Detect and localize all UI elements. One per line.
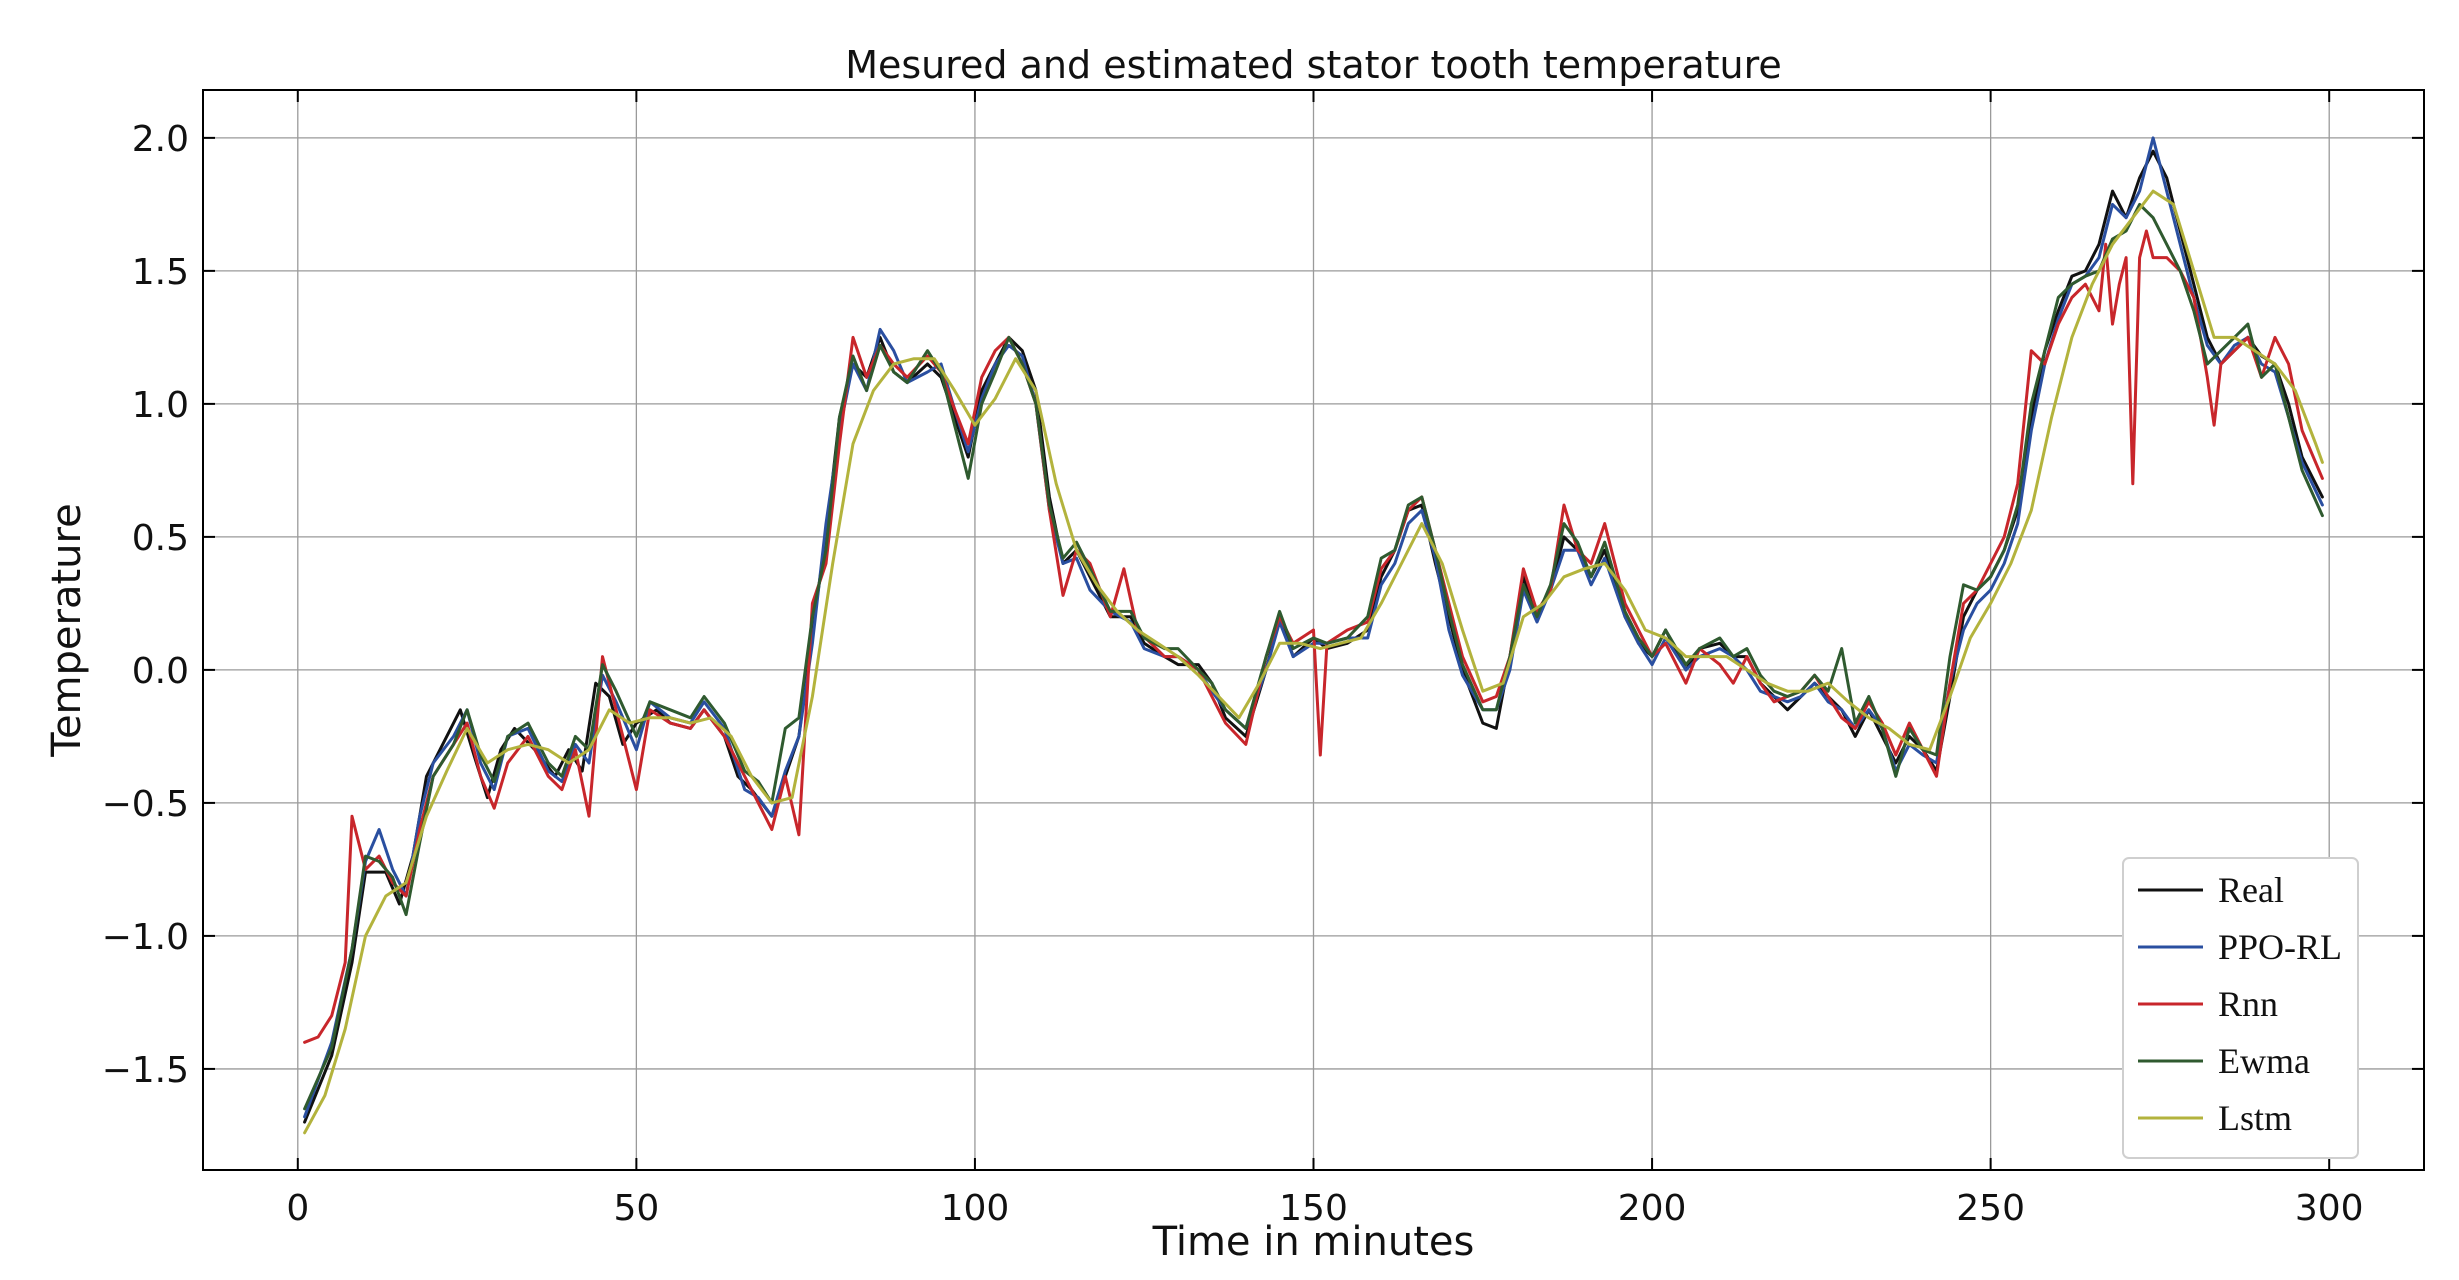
x-tick-label: 200 (1618, 1188, 1687, 1229)
legend-entry: Real (2218, 870, 2284, 910)
series-line-ewma (303, 202, 2324, 1111)
y-tick-label: 1.5 (132, 252, 189, 293)
series-lines (303, 136, 2324, 1135)
legend-entry: Ewma (2218, 1041, 2310, 1081)
ticks: 0 50 100 150 200 250 300 −1.5 −1.0 −0.5 0.0 0.5 1.0 1… (102, 90, 2424, 1229)
legend-entry: Lstm (2218, 1098, 2292, 1138)
x-axis-label: Time in minutes (1152, 1219, 1475, 1265)
x-tick-label: 250 (1956, 1188, 2025, 1229)
x-tick-label: 50 (613, 1188, 659, 1229)
legend-entry: Rnn (2218, 984, 2278, 1024)
x-tick-label: 150 (1279, 1188, 1348, 1229)
y-tick-label: −1.0 (102, 917, 189, 958)
y-tick-label: −0.5 (102, 784, 189, 825)
x-tick-label: 100 (941, 1188, 1010, 1229)
y-tick-label: 0.0 (132, 651, 189, 692)
legend-box (2122, 857, 2359, 1159)
y-axis-label: Temperature (44, 503, 90, 757)
x-tick-label: 300 (2295, 1188, 2364, 1229)
legend: Real PPO-RL Rnn Ewma Lstm (2122, 857, 2359, 1159)
y-tick-label: 2.0 (132, 119, 189, 160)
series-line-lstm (303, 189, 2324, 1135)
chart-title: Mesured and estimated stator tooth tempe… (845, 43, 1782, 87)
series-line-rnn (303, 229, 2324, 1044)
legend-entry: PPO-RL (2218, 927, 2342, 967)
x-tick-label: 0 (286, 1188, 309, 1229)
y-tick-label: −1.5 (102, 1050, 189, 1091)
series-line-ppo-rl (303, 136, 2324, 1119)
y-tick-label: 0.5 (132, 518, 189, 559)
y-tick-label: 1.0 (132, 385, 189, 426)
